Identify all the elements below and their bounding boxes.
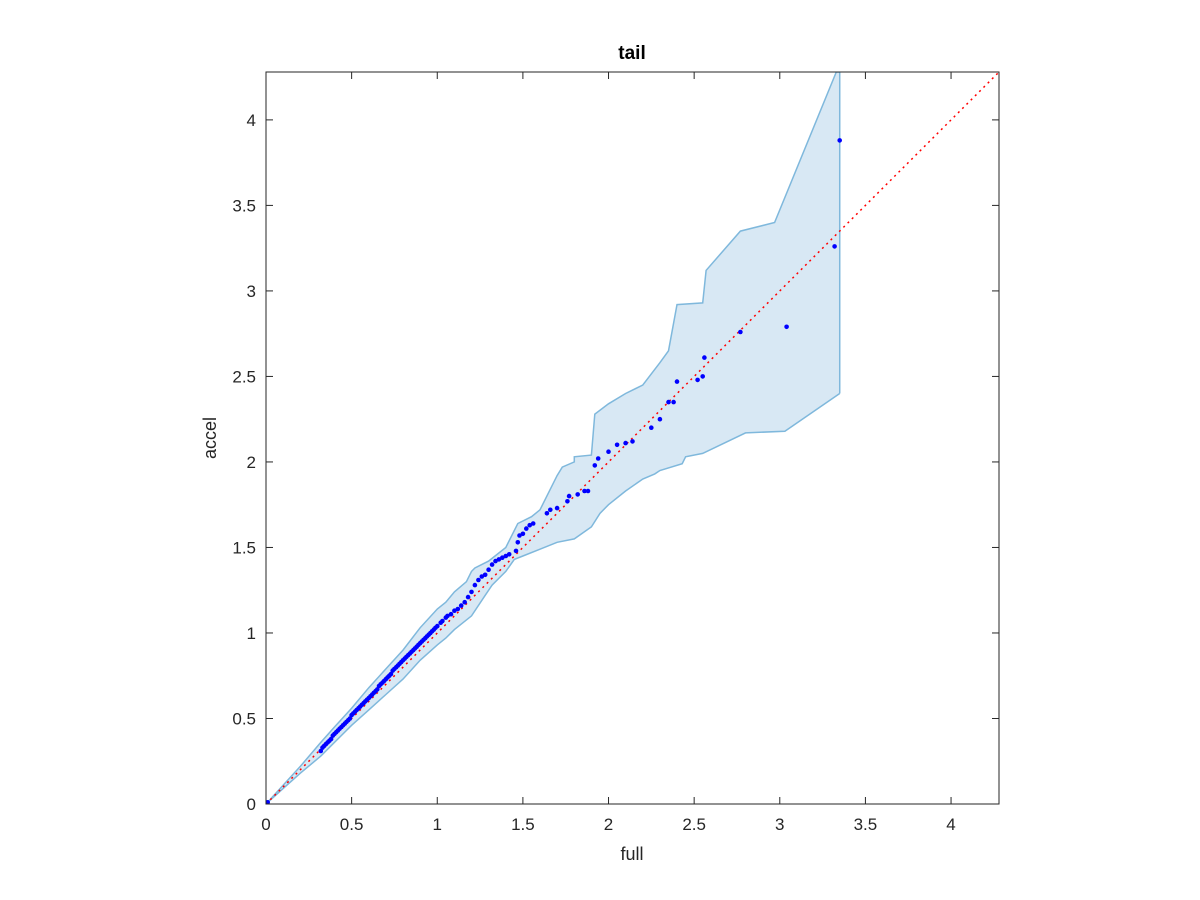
data-point — [476, 577, 481, 583]
y-tick-label: 1 — [247, 624, 256, 643]
data-point — [388, 671, 394, 677]
x-tick-label: 0 — [261, 815, 270, 834]
data-point — [486, 567, 491, 572]
data-point — [520, 531, 526, 537]
x-axis-label: full — [620, 844, 643, 864]
x-tick-label: 4 — [946, 815, 955, 834]
data-point — [328, 736, 334, 742]
axes-box — [265, 71, 1000, 805]
data-point — [266, 800, 270, 804]
data-point — [700, 374, 705, 379]
data-point — [592, 463, 598, 468]
data-point — [462, 599, 468, 605]
data-point — [671, 399, 676, 405]
y-tick-label: 1.5 — [232, 538, 256, 557]
reference-line — [266, 72, 999, 804]
data-point — [445, 613, 450, 619]
data-point — [452, 608, 457, 613]
data-point — [657, 416, 663, 422]
y-tick-label: 2.5 — [232, 367, 256, 386]
data-point — [738, 329, 743, 335]
data-point — [527, 522, 532, 528]
x-tick-label: 1 — [433, 815, 442, 834]
data-point — [458, 603, 464, 608]
data-point — [544, 511, 550, 516]
data-point — [496, 557, 502, 562]
y-tick-label: 3 — [247, 282, 256, 301]
data-point — [515, 540, 521, 545]
data-point — [375, 687, 380, 692]
data-point — [582, 488, 587, 494]
x-tick-label: 3.5 — [854, 815, 878, 834]
y-tick-label: 2 — [247, 453, 256, 472]
plot-contents — [266, 72, 999, 804]
band-upper-edge — [266, 72, 840, 804]
data-point — [469, 589, 474, 595]
data-point — [695, 377, 700, 383]
data-point — [832, 244, 837, 249]
data-point — [702, 355, 707, 360]
data-point — [630, 439, 635, 444]
data-point — [503, 553, 509, 559]
y-tick-label: 4 — [247, 111, 256, 130]
data-point — [524, 526, 529, 531]
data-point — [674, 379, 680, 384]
y-axis-label: accel — [200, 417, 220, 459]
data-point — [623, 440, 628, 446]
x-tick-label: 2 — [604, 815, 613, 834]
data-point — [606, 449, 611, 455]
data-point — [575, 492, 580, 497]
data-point — [482, 572, 488, 578]
data-point — [493, 558, 498, 564]
data-point — [465, 594, 471, 600]
data-point — [595, 456, 601, 461]
y-tick-label: 3.5 — [232, 196, 256, 215]
data-point — [614, 442, 620, 448]
data-point — [530, 521, 536, 526]
chart-title: tail — [618, 43, 645, 64]
data-point — [649, 425, 654, 431]
data-point — [566, 493, 572, 499]
plot-area: 0 0.5 1 1.5 2 2.5 3 3.5 4 0 0.5 1 1.5 2 2.5 3 3.5 4 — [232, 71, 1000, 834]
data-point — [517, 533, 522, 538]
data-point — [448, 611, 454, 617]
data-point — [472, 582, 478, 588]
x-tick-label: 2.5 — [682, 815, 706, 834]
data-point — [440, 618, 445, 624]
x-tick-label: 3 — [775, 815, 784, 834]
data-point — [513, 548, 519, 554]
data-point — [435, 623, 440, 629]
data-point — [479, 574, 485, 579]
data-point — [506, 552, 512, 557]
data-point — [548, 507, 553, 513]
data-point — [500, 555, 505, 560]
data-point — [318, 748, 324, 754]
data-point — [565, 499, 570, 504]
confidence-band-fill — [266, 72, 840, 804]
data-point — [347, 716, 353, 721]
band-lower-edge — [266, 392, 841, 804]
x-tick-label: 0.5 — [340, 815, 364, 834]
x-tick-label: 1.5 — [511, 815, 535, 834]
data-point — [585, 488, 591, 494]
data-point — [837, 138, 842, 143]
data-point — [666, 399, 671, 405]
data-point — [554, 505, 560, 511]
data-point — [455, 606, 461, 612]
data-point — [784, 324, 789, 330]
y-tick-label: 0 — [247, 795, 256, 814]
y-tick-label: 0.5 — [232, 709, 256, 728]
data-point — [489, 562, 495, 567]
